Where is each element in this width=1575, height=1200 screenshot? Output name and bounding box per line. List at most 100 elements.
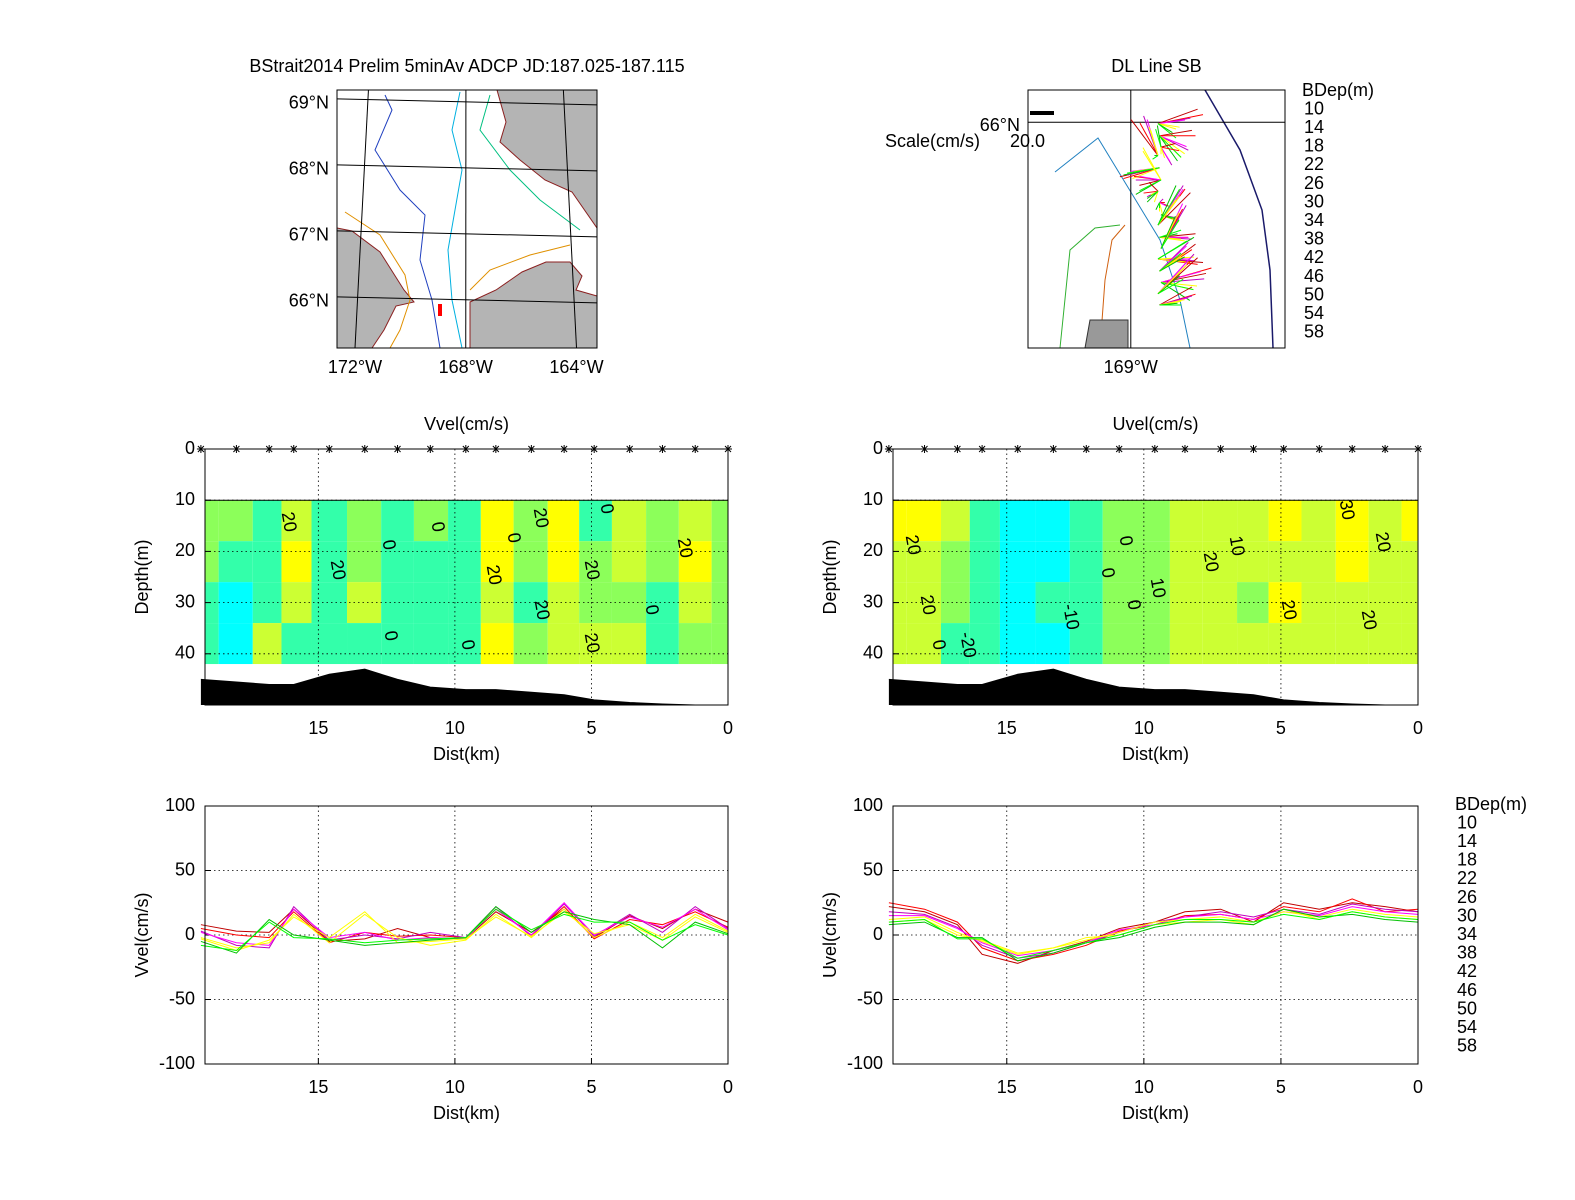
contour-cell xyxy=(999,541,1036,583)
contour-cell xyxy=(1301,500,1336,542)
legend-entry: 10 xyxy=(1304,98,1324,118)
y-tick-label: 40 xyxy=(863,643,883,663)
contour-cell xyxy=(999,582,1036,624)
contour-cell xyxy=(218,623,253,665)
legend-entry: 42 xyxy=(1304,247,1324,267)
contour-label: 10 xyxy=(1226,534,1249,557)
legend-entry: 14 xyxy=(1457,831,1477,851)
latitude-line xyxy=(336,230,598,238)
velocity-stick xyxy=(1157,275,1180,295)
contour-cell xyxy=(940,500,970,542)
contour-cell xyxy=(579,500,612,542)
contour-cell xyxy=(893,623,907,665)
contour-cell xyxy=(281,541,312,583)
contour-cell xyxy=(413,500,449,542)
velocity-stick xyxy=(1160,146,1171,162)
velocity-stick xyxy=(1159,198,1164,203)
plot-frame xyxy=(1027,89,1286,349)
velocity-stick xyxy=(1155,128,1162,148)
isobath xyxy=(469,244,571,291)
contour-cell xyxy=(999,500,1036,542)
contour-cell xyxy=(347,623,382,665)
contour-label: 0 xyxy=(458,638,479,651)
contour-cell xyxy=(999,623,1036,665)
contour-cell xyxy=(1169,500,1203,542)
x-tick-label: 15 xyxy=(997,718,1017,738)
legend-entry: 22 xyxy=(1457,868,1477,888)
velocity-stick xyxy=(1159,135,1187,148)
y-tick-label: 20 xyxy=(175,540,195,560)
contour-cell xyxy=(218,541,253,583)
x-tick-label: 5 xyxy=(586,718,596,738)
legend-entry: 50 xyxy=(1304,284,1324,304)
velocity-stick xyxy=(1160,146,1180,152)
contour-cell xyxy=(1335,500,1369,542)
legend-entry: 14 xyxy=(1304,117,1324,137)
velocity-stick xyxy=(1159,286,1193,306)
contour-cell xyxy=(1237,582,1269,624)
contour-label: 0 xyxy=(929,638,950,651)
isobath xyxy=(344,211,411,349)
legend-entry: 10 xyxy=(1457,812,1477,832)
y-tick-label: 67°N xyxy=(289,225,329,245)
contour-cell xyxy=(906,623,941,665)
contour-cell xyxy=(1202,541,1238,583)
velocity-stick xyxy=(1148,181,1159,192)
contour-label: 20 xyxy=(530,506,553,529)
contour-cell xyxy=(281,623,312,665)
contour-cell xyxy=(480,582,514,624)
y-tick-label: 0 xyxy=(185,924,195,944)
series-line xyxy=(888,906,1419,957)
y-tick-label: 66°N xyxy=(289,291,329,311)
contour-cell xyxy=(480,623,514,665)
contour-cell xyxy=(969,500,1000,542)
velocity-stick xyxy=(1159,252,1182,272)
x-tick-label: 15 xyxy=(997,1077,1017,1097)
seafloor-fill xyxy=(200,669,729,705)
contour-cell xyxy=(711,582,728,624)
contour-cell xyxy=(205,623,219,665)
x-tick-label: 10 xyxy=(445,718,465,738)
y-tick-label: 30 xyxy=(175,591,195,611)
contour-cell xyxy=(252,582,282,624)
x-tick-label: 0 xyxy=(1413,1077,1423,1097)
seafloor xyxy=(888,668,1418,706)
contour-cell xyxy=(1035,541,1070,583)
contour-label: 20 xyxy=(1358,608,1381,631)
contour-label: 0 xyxy=(379,538,400,551)
velocity-stick xyxy=(1160,271,1201,283)
x-tick-label: 172°W xyxy=(328,357,382,377)
contour-cell xyxy=(513,582,548,624)
land xyxy=(1084,319,1129,349)
contour-label: 20 xyxy=(917,593,940,616)
velocity-stick xyxy=(1160,216,1176,249)
velocity-stick xyxy=(1139,175,1162,181)
contour-cell xyxy=(579,541,612,583)
legend-entry: 26 xyxy=(1457,887,1477,907)
contour-cell xyxy=(646,623,679,665)
velocity-stick xyxy=(1160,146,1166,159)
x-tick-label: 0 xyxy=(723,1077,733,1097)
contour-cell xyxy=(1136,541,1170,583)
velocity-stick xyxy=(1139,179,1162,186)
contour-label: 0 xyxy=(597,502,618,515)
contour-cell xyxy=(1335,623,1369,665)
y-tick-label: -100 xyxy=(159,1053,195,1073)
contour-cell xyxy=(1102,541,1137,583)
legend-entry: 18 xyxy=(1457,850,1477,870)
contour-cell xyxy=(1237,541,1269,583)
contour-cell xyxy=(906,541,941,583)
contour-label: -20 xyxy=(956,630,980,659)
contour-cell xyxy=(1368,582,1402,624)
contour-cell xyxy=(646,541,679,583)
contour-label: 20 xyxy=(278,510,301,533)
contour-cell xyxy=(513,541,548,583)
contour-cell xyxy=(1401,541,1418,583)
velocity-stick xyxy=(1152,155,1159,160)
contour-cell xyxy=(1401,582,1418,624)
x-tick-label: 169°W xyxy=(1104,357,1158,377)
plot-title: Vvel(cm/s) xyxy=(424,414,509,434)
contour-cell xyxy=(940,541,970,583)
contour-cell xyxy=(205,541,219,583)
velocity-stick xyxy=(1139,122,1159,156)
